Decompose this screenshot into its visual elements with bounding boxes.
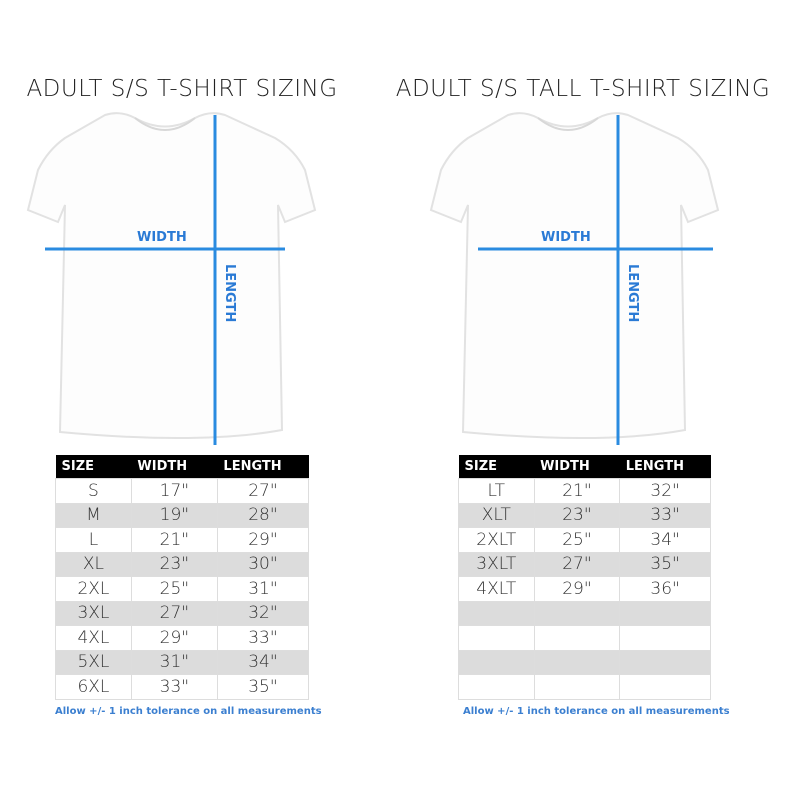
table-cell: 35": [619, 551, 711, 577]
table-row: 5XL 31" 34": [55, 649, 310, 675]
column-header: LENGTH: [619, 455, 711, 479]
column-header: LENGTH: [217, 455, 309, 479]
table-cell: XLT: [458, 502, 535, 528]
table-row: 3XLT 27" 35": [458, 551, 711, 577]
table-cell: M: [55, 502, 132, 528]
width-label: WIDTH: [541, 230, 591, 245]
table-cell: 5XL: [55, 649, 132, 675]
table-cell: [458, 600, 535, 626]
table-cell: [458, 625, 535, 651]
table-cell: [458, 674, 535, 700]
table-row: 3XL 27" 32": [55, 600, 310, 626]
table-cell: 21": [130, 527, 218, 553]
table-cell: 33": [130, 674, 218, 700]
table-cell: 33": [619, 502, 711, 528]
table-row: 2XL 25" 31": [55, 576, 310, 602]
table-cell: 30": [216, 551, 310, 577]
table-row: 4XLT 29" 36": [458, 576, 711, 602]
table-cell: [533, 674, 621, 700]
table-cell: 29": [216, 527, 310, 553]
size-table-tall: SIZE WIDTH LENGTH LT 21" 32" XLT 23" 33" 2XLT 25" 3…: [458, 455, 711, 700]
size-table-adult: SIZE WIDTH LENGTH S 17" 27" M 19" 28" L 21" 29" XL 23…: [55, 455, 310, 700]
table-cell: [619, 674, 711, 700]
table-cell: 17": [130, 478, 218, 504]
table-cell: 29": [533, 576, 621, 602]
length-label: LENGTH: [222, 264, 237, 323]
table-row: 2XLT 25" 34": [458, 527, 711, 553]
table-cell: [619, 649, 711, 675]
table-cell: 23": [533, 502, 621, 528]
table-cell: 2XLT: [458, 527, 535, 553]
width-label: WIDTH: [137, 230, 187, 245]
table-cell: [533, 600, 621, 626]
table-row: L 21" 29": [55, 527, 310, 553]
table-cell: 32": [216, 600, 310, 626]
table-header: SIZE WIDTH LENGTH: [458, 455, 711, 479]
table-cell: 27": [130, 600, 218, 626]
table-cell: 36": [619, 576, 711, 602]
table-cell: 3XLT: [458, 551, 535, 577]
table-row: XLT 23" 33": [458, 502, 711, 528]
adult-tall-tshirt-title: ADULT S/S TALL T-SHIRT SIZING: [395, 76, 771, 102]
table-cell: 3XL: [55, 600, 132, 626]
table-cell: 23": [130, 551, 218, 577]
table-cell: S: [55, 478, 132, 504]
table-cell: 32": [619, 478, 711, 504]
table-row: M 19" 28": [55, 502, 310, 528]
table-cell: 6XL: [55, 674, 132, 700]
table-row: 4XL 29" 33": [55, 625, 310, 651]
table-cell: 25": [533, 527, 621, 553]
table-cell: 2XL: [55, 576, 132, 602]
table-cell: 19": [130, 502, 218, 528]
table-cell: LT: [458, 478, 535, 504]
table-row: [458, 674, 711, 700]
table-cell: XL: [55, 551, 132, 577]
table-row: [458, 600, 711, 626]
tolerance-note: Allow +/- 1 inch tolerance on all measur…: [55, 706, 322, 717]
table-cell: 25": [130, 576, 218, 602]
table-row: S 17" 27": [55, 478, 310, 504]
table-cell: 28": [216, 502, 310, 528]
column-header: WIDTH: [131, 455, 218, 479]
table-cell: 34": [216, 649, 310, 675]
table-cell: 27": [533, 551, 621, 577]
adult-tshirt-title: ADULT S/S T-SHIRT SIZING: [26, 76, 338, 102]
table-cell: 33": [216, 625, 310, 651]
table-cell: [458, 649, 535, 675]
table-row: [458, 625, 711, 651]
table-cell: [533, 649, 621, 675]
table-row: LT 21" 32": [458, 478, 711, 504]
table-row: 6XL 33" 35": [55, 674, 310, 700]
table-cell: 27": [216, 478, 310, 504]
table-cell: 34": [619, 527, 711, 553]
table-cell: 29": [130, 625, 218, 651]
table-row: XL 23" 30": [55, 551, 310, 577]
table-cell: 35": [216, 674, 310, 700]
table-cell: 4XLT: [458, 576, 535, 602]
table-cell: [619, 600, 711, 626]
column-header: SIZE: [458, 455, 535, 479]
table-cell: 31": [130, 649, 218, 675]
table-row: [458, 649, 711, 675]
tshirt-illustration: [26, 112, 317, 445]
table-cell: [619, 625, 711, 651]
tolerance-note: Allow +/- 1 inch tolerance on all measur…: [463, 706, 730, 717]
table-cell: [533, 625, 621, 651]
table-cell: L: [55, 527, 132, 553]
column-header: WIDTH: [534, 455, 620, 479]
table-cell: 21": [533, 478, 621, 504]
column-header: SIZE: [55, 455, 132, 479]
tshirt-illustration: [429, 112, 720, 445]
table-header: SIZE WIDTH LENGTH: [55, 455, 309, 479]
table-cell: 4XL: [55, 625, 132, 651]
length-label: LENGTH: [625, 264, 640, 323]
table-cell: 31": [216, 576, 310, 602]
